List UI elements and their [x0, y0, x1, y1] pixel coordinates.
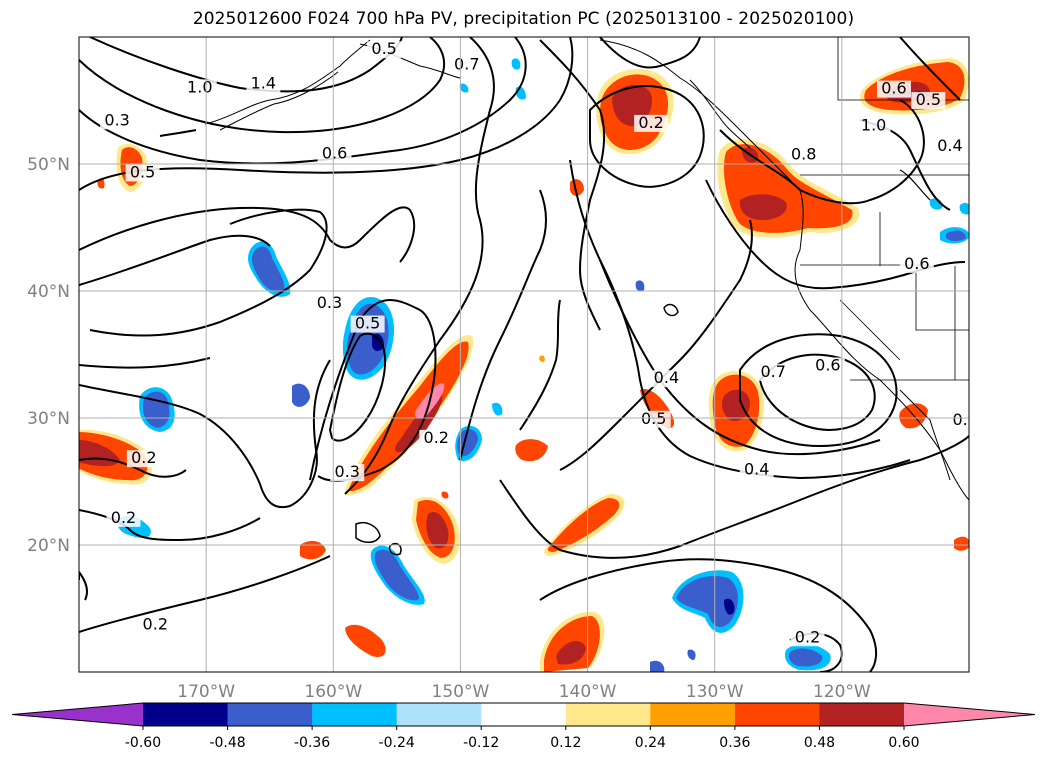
lon-tick-label: 170°W	[177, 682, 235, 702]
contour-label-background	[786, 146, 821, 164]
contour-label: 0.2	[638, 113, 663, 132]
colorbar-tick-label: 0.48	[804, 735, 835, 751]
lat-tick-label: 50°N	[27, 155, 70, 175]
lon-tick-label: 150°W	[432, 682, 490, 702]
contour-label-background	[790, 629, 825, 647]
colorbar-tick-label: -0.48	[209, 735, 245, 751]
contour-label-background	[312, 295, 347, 313]
longitude-labels: 170°W 160°W 150°W 140°W 130°W 120°W	[177, 682, 871, 702]
contour-label-background	[106, 509, 141, 527]
coastlines	[159, 39, 969, 501]
colorbar-tick-label: -0.60	[125, 735, 161, 751]
contour-label: 0.5	[355, 314, 380, 333]
map-frame	[78, 36, 970, 673]
contour-label-background	[330, 464, 365, 482]
lon-tick-label: 140°W	[559, 682, 617, 702]
colorbar-segment	[396, 703, 482, 726]
contour-label-background	[100, 112, 135, 130]
colorbar-extend-low	[12, 703, 143, 726]
contour-label: 0.7	[454, 54, 479, 73]
contour-label: 0.5	[371, 39, 396, 58]
contour-label-background	[899, 255, 934, 273]
contour-label-background	[419, 429, 454, 447]
contour-label: 0.4	[744, 460, 769, 479]
contour-label: 0.6	[322, 143, 347, 162]
colorbar-tick-label: 0.36	[719, 735, 750, 751]
contour-label: 0.2	[111, 508, 136, 527]
colorbar-segment	[312, 703, 398, 726]
map-plot-area: 1.4 1.0 0.7 0.5 0.6 0.3 0.5 0.2 0.8 1.0 0.6 0.5 0.4 0…	[79, 37, 977, 672]
contour-label: 0.4	[937, 136, 962, 155]
colorbar-tick-label: 0.12	[550, 735, 581, 751]
colorbar-tick-label: 0.24	[635, 735, 666, 751]
colorbar-segment	[650, 703, 736, 726]
contour-label: 0.2	[795, 627, 820, 646]
contour-label-background	[636, 410, 671, 428]
colorbar-tick-label: -0.36	[294, 735, 330, 751]
contour-label: 0.4	[654, 368, 679, 387]
contour-label: 0.3	[335, 462, 360, 481]
colorbar	[11, 702, 1036, 727]
colorbar-tick-label: 0.60	[888, 735, 919, 751]
colorbar-segment	[143, 703, 229, 726]
contour-label: 0.6	[881, 79, 906, 98]
contour-label-background	[350, 315, 385, 333]
contour-label: 0.8	[791, 145, 816, 164]
contour-label-background	[367, 41, 402, 59]
contour-label: 1.0	[861, 115, 886, 134]
contour-label-background	[911, 92, 946, 110]
contour-label-background	[756, 363, 791, 381]
lat-tick-label: 20°N	[27, 536, 70, 556]
contour-label-background	[856, 117, 891, 135]
colorbar-segment	[227, 703, 313, 726]
contour-label: 0.2	[131, 448, 156, 467]
lon-tick-label: 160°W	[304, 682, 362, 702]
contour-label: 0.6	[904, 254, 929, 273]
lat-tick-label: 30°N	[27, 409, 70, 429]
map-gridlines	[79, 37, 969, 672]
contour-label: 0.7	[760, 362, 785, 381]
contour-label: 0.5	[130, 162, 155, 181]
contour-label-background	[739, 461, 774, 479]
colorbar-segment	[565, 703, 651, 726]
contour-label: 1.4	[251, 74, 276, 93]
contour-label-background	[246, 75, 281, 93]
contour-label: 0.6	[815, 355, 840, 374]
contour-label: 0.2	[424, 428, 449, 447]
contour-label: 0.3	[952, 410, 977, 429]
contour-label: 0.3	[317, 293, 342, 312]
contour-label-background	[138, 616, 173, 634]
pv-contour-labels: 1.4 1.0 0.7 0.5 0.6 0.3 0.5 0.2 0.8 1.0 0.6 0.5 0.4 0…	[100, 39, 977, 647]
latitude-labels: 20°N 30°N 40°N 50°N	[27, 155, 70, 556]
colorbar-segment	[819, 703, 905, 726]
lon-tick-label: 120°W	[813, 682, 871, 702]
contour-label-background	[634, 114, 669, 132]
contour-label: 0.2	[143, 615, 168, 634]
contour-label-background	[182, 79, 217, 97]
colorbar-extend-high	[904, 703, 1035, 726]
contour-label-background	[948, 412, 969, 430]
colorbar-tick-label: -0.12	[463, 735, 499, 751]
colorbar-tick-labels: -0.60 -0.48 -0.36 -0.24 -0.12 0.12 0.24 0.36 0.4…	[125, 726, 920, 751]
contour-label-background	[449, 56, 484, 74]
map-title: 2025012600 F024 700 hPa PV, precipitatio…	[192, 9, 855, 29]
precipitation-shading-negative	[117, 58, 969, 672]
contour-label-background	[810, 357, 845, 375]
pv-contours	[79, 37, 969, 672]
contour-label-background	[932, 137, 967, 155]
contour-label-background	[126, 450, 161, 468]
contour-label-background	[125, 164, 160, 182]
contour-label: 0.5	[916, 90, 941, 109]
contour-label-background	[649, 370, 684, 388]
contour-label-background	[876, 80, 911, 98]
contour-label: 1.0	[187, 77, 212, 96]
contour-label: 0.3	[104, 110, 129, 129]
colorbar-segment	[734, 703, 820, 726]
lat-tick-label: 40°N	[27, 282, 70, 302]
colorbar-segment	[481, 703, 567, 726]
colorbar-tick-label: -0.24	[379, 735, 415, 751]
contour-label-background	[317, 145, 352, 163]
lon-tick-label: 130°W	[686, 682, 744, 702]
